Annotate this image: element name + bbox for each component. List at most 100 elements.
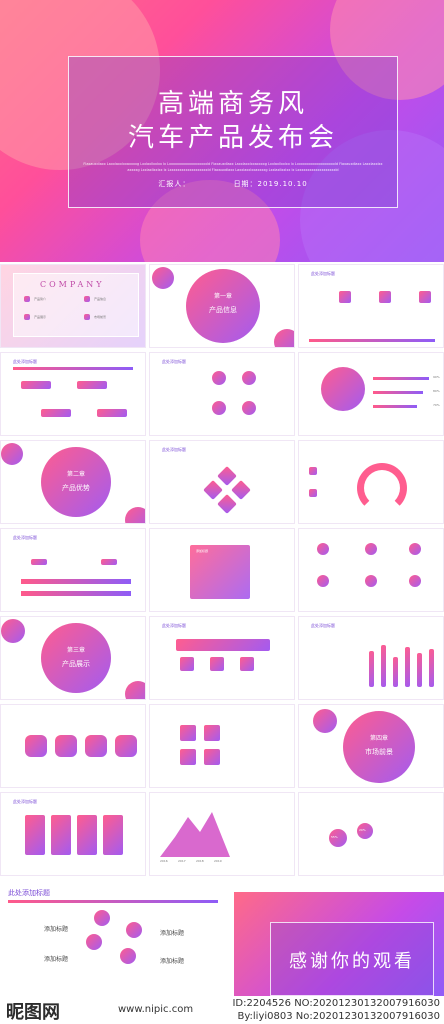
slide-hexagons xyxy=(0,704,146,788)
bubble xyxy=(357,823,373,839)
label-tile xyxy=(31,559,47,565)
slide-heading: 此处添加标题 xyxy=(311,623,335,628)
chapter-circle xyxy=(343,711,415,783)
slide-heading: 此处添加标题 xyxy=(13,535,37,540)
bubble xyxy=(329,829,347,847)
slide-cards: 此处添加标题 xyxy=(0,792,146,876)
card-tile xyxy=(103,815,123,855)
decor-circle xyxy=(313,709,337,733)
slide-abcd-diamond: 此处添加标题 xyxy=(149,440,295,524)
icon-tile xyxy=(419,291,431,303)
chart-bar xyxy=(417,653,422,687)
slide-bubbles: 55% 20% xyxy=(298,792,444,876)
chart-bar xyxy=(381,645,386,687)
icon-circle xyxy=(317,575,329,587)
chapter-circle xyxy=(41,447,111,517)
slide-icon-list: 添加标题 xyxy=(149,528,295,612)
bullet-square xyxy=(309,467,317,475)
bubble-label: 55% xyxy=(331,835,338,839)
watermark-url: www.nipic.com xyxy=(118,1004,194,1015)
watermark-logo: 昵图网 xyxy=(6,1002,60,1023)
icon-circle xyxy=(365,575,377,587)
watermark-bar: 昵图网 www.nipic.com ID:2204526 NO:20201230… xyxy=(0,996,444,1024)
percent-label: 80% xyxy=(433,389,440,393)
chapter-title: 产品展示 xyxy=(62,660,90,668)
decor-circle xyxy=(152,267,174,289)
arrow-shape xyxy=(21,381,51,389)
medal-icon xyxy=(204,749,220,765)
tree-label: 添加标题 xyxy=(160,930,185,937)
chart-bar xyxy=(369,651,374,687)
hero-meta: 汇报人： 日期：2019.10.10 xyxy=(69,179,397,189)
slide-arc-chart xyxy=(298,440,444,524)
company-item: 产品简介 xyxy=(34,297,47,301)
tree-node xyxy=(94,910,110,926)
accent-bar xyxy=(13,367,133,370)
chapter-circle xyxy=(186,269,260,343)
company-label: COMPANY xyxy=(40,280,105,289)
chart-bar xyxy=(429,649,434,687)
watermark-id-line2: By:liyi0803 No:20201230132007916030 xyxy=(237,1011,440,1022)
bullet-square xyxy=(309,489,317,497)
gear-icon xyxy=(321,367,365,411)
icon-circle xyxy=(317,543,329,555)
card-tile xyxy=(25,815,45,855)
timeline-bar xyxy=(21,591,131,596)
slide-heading: 此处添加标题 xyxy=(162,623,186,628)
slide-four-circles: 此处添加标题 xyxy=(149,352,295,436)
decor-circle xyxy=(274,329,294,347)
reporter-label: 汇报人： xyxy=(158,180,191,188)
icon-circle xyxy=(409,575,421,587)
progress-bar xyxy=(373,405,417,408)
hexagon-shape xyxy=(25,735,47,757)
slide-mountain-chart: 2016 2017 2018 2019 xyxy=(149,792,295,876)
company-item: 产品信息 xyxy=(94,297,107,301)
percent-label: 70% xyxy=(433,403,440,407)
chapter-number: 第二章 xyxy=(66,471,85,478)
year-label: 2017 xyxy=(178,859,186,863)
icon-tile xyxy=(240,657,254,671)
company-item: 市场前景 xyxy=(94,315,107,319)
progress-bar xyxy=(373,391,423,394)
icon-circle xyxy=(409,543,421,555)
slide-feature-tiles: 此处添加标题 xyxy=(149,616,295,700)
banner-bar xyxy=(176,639,270,651)
company-card: COMPANY 产品简介 产品信息 产品展示 市场前景 xyxy=(13,273,139,337)
slide-company: COMPANY 产品简介 产品信息 产品展示 市场前景 xyxy=(0,264,146,348)
lightbulb-icon xyxy=(180,749,196,765)
slide-heading: 此处添加标题 xyxy=(311,271,335,276)
slide-heading: 此处添加标题 xyxy=(13,359,37,364)
icon-circle xyxy=(242,371,256,385)
chapter-number: 第一章 xyxy=(213,293,232,300)
accent-bar xyxy=(309,339,435,342)
slide-heading: 此处添加标题 xyxy=(13,799,37,804)
thanks-card: 感谢你的观看 xyxy=(270,922,434,996)
tree-label: 添加标题 xyxy=(160,958,185,965)
decor-circle xyxy=(1,619,25,643)
tree-label: 添加标题 xyxy=(44,926,69,933)
percent-label: 90% xyxy=(433,375,440,379)
tree-node xyxy=(86,934,102,950)
diamond-d xyxy=(217,494,237,514)
chapter-circle xyxy=(41,623,111,693)
gear-icon xyxy=(204,725,220,741)
slide-chapter-2: 第二章 产品优势 xyxy=(0,440,146,524)
hero-title-line1: 高端商务风 xyxy=(157,89,308,119)
final-row: 此处添加标题 添加标题 添加标题 添加标题 添加标题 xyxy=(0,882,444,1002)
icon-circle xyxy=(242,401,256,415)
icon-tile xyxy=(180,657,194,671)
chapter-title: 产品信息 xyxy=(209,306,237,314)
tree-node xyxy=(126,922,142,938)
diamond-a xyxy=(217,466,237,486)
slide-heading: 此处添加标题 xyxy=(8,889,50,897)
chart-bar xyxy=(393,657,398,687)
slide-heading: 此处添加标题 xyxy=(162,447,186,452)
slide-chapter-4: 第四章 市场前景 xyxy=(298,704,444,788)
hero-title-card: 高端商务风 汽车产品发布会 Flaxauxdlaxx Laxxlaxxlxxax… xyxy=(68,56,398,208)
icon-tile xyxy=(339,291,351,303)
card-tile xyxy=(51,815,71,855)
arrow-shape xyxy=(41,409,71,417)
icon-tile xyxy=(210,657,224,671)
decor-circle xyxy=(125,507,145,523)
decor-circle xyxy=(125,681,145,699)
